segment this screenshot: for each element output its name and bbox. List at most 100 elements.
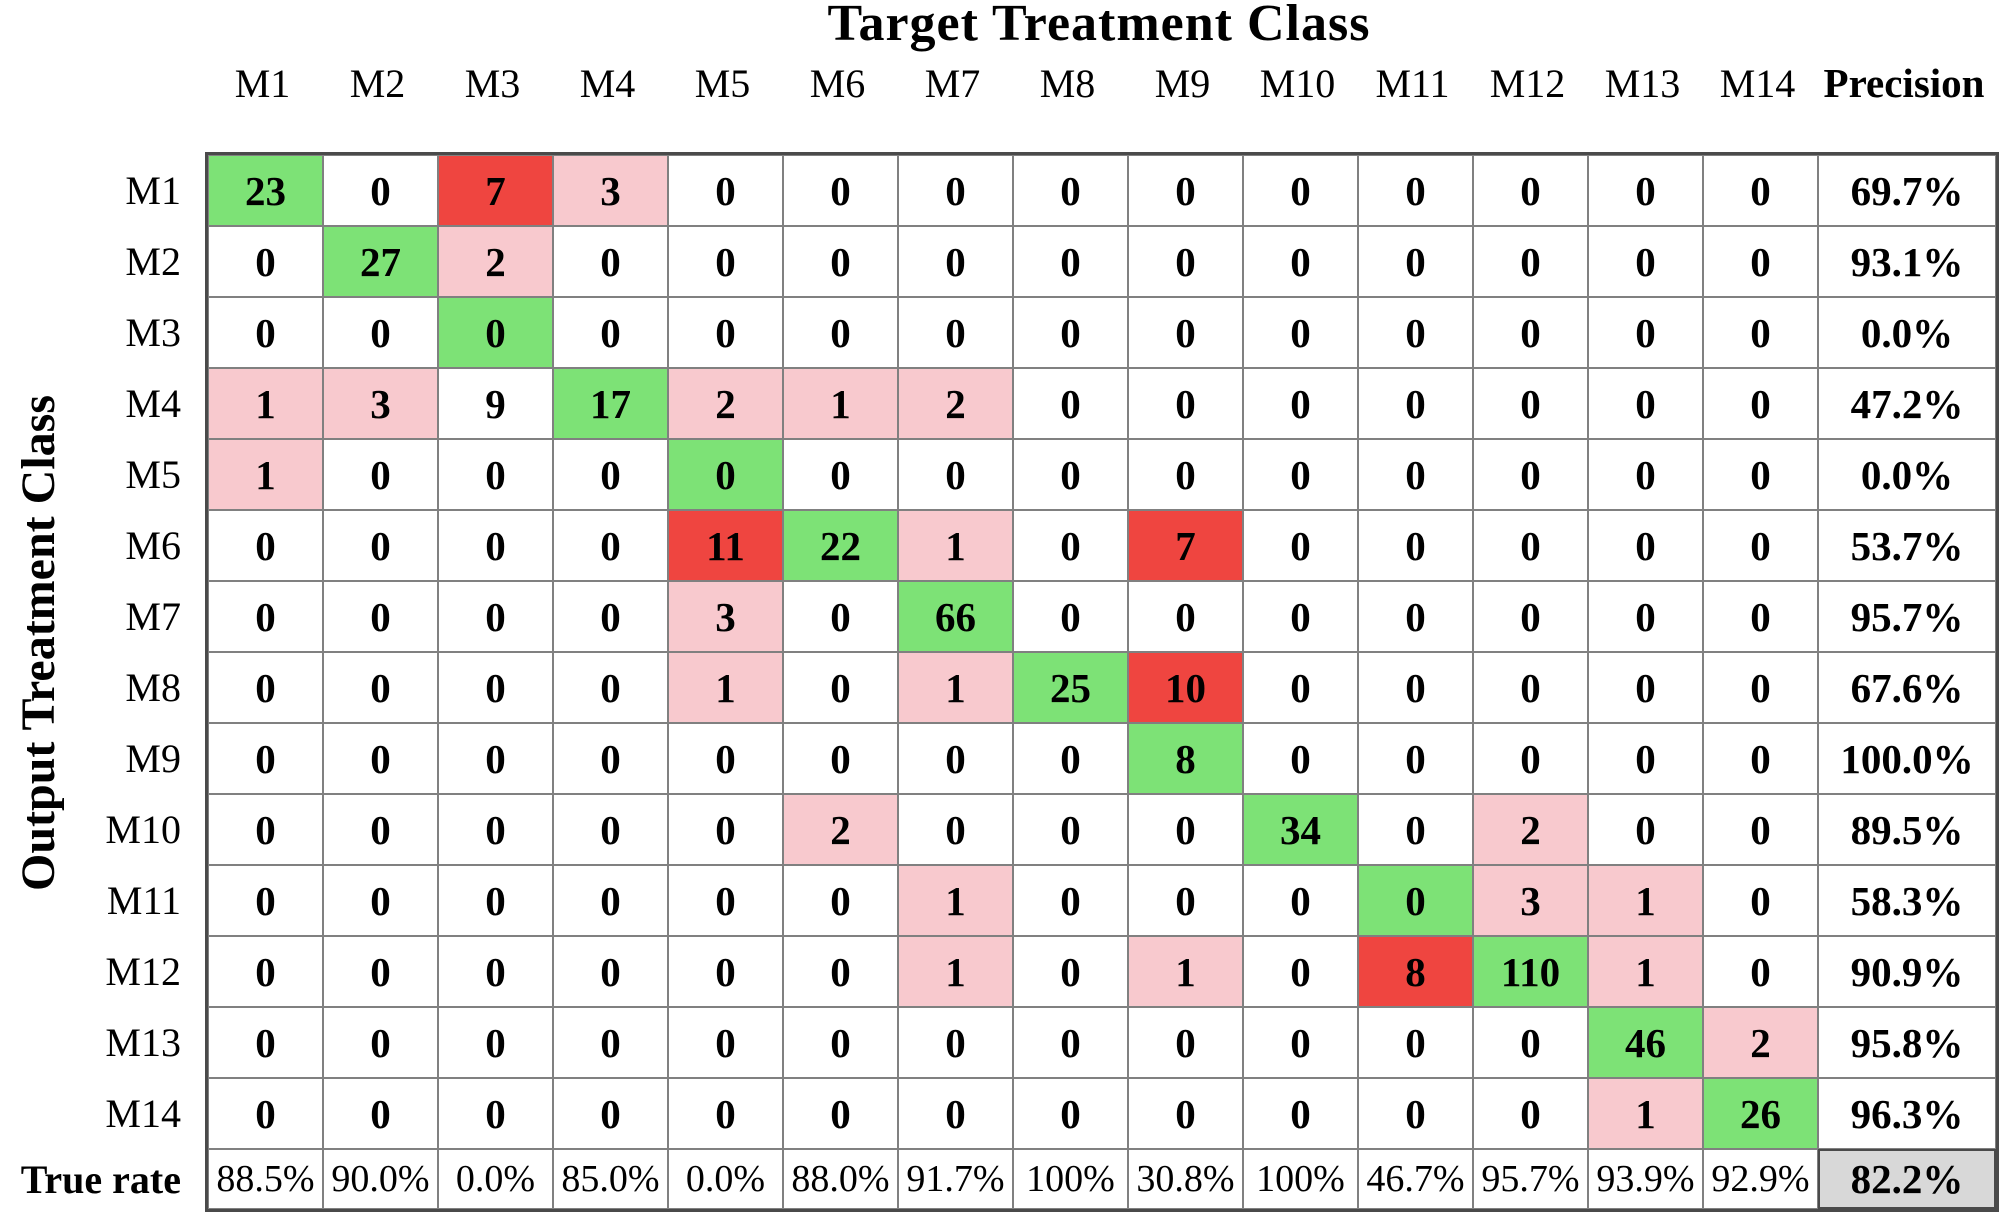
- column-header-M3: M3: [464, 60, 521, 106]
- cell-M2-M8: 0: [1013, 226, 1128, 297]
- cell-M6-M3: 0: [438, 510, 553, 581]
- cell-M5-M5: 0: [668, 439, 783, 510]
- cell-M13-M12: 0: [1473, 1007, 1588, 1078]
- precision-cell-M9: 100.0%: [1818, 723, 1996, 794]
- cell-M12-M2: 0: [323, 936, 438, 1007]
- cell-M4-M7: 2: [898, 368, 1013, 439]
- cell-M9-M14: 0: [1703, 723, 1818, 794]
- cell-M3-M3: 0: [438, 297, 553, 368]
- precision-cell-M14: 96.3%: [1818, 1078, 1996, 1149]
- cell-M8-M14: 0: [1703, 652, 1818, 723]
- row-header-M12: M12: [105, 949, 181, 994]
- cell-M1-M11: 0: [1358, 155, 1473, 226]
- cell-M14-M12: 0: [1473, 1078, 1588, 1149]
- cell-M4-M11: 0: [1358, 368, 1473, 439]
- cell-M12-M8: 0: [1013, 936, 1128, 1007]
- cell-M3-M10: 0: [1243, 297, 1358, 368]
- cell-M2-M5: 0: [668, 226, 783, 297]
- cell-M7-M6: 0: [783, 581, 898, 652]
- cell-M4-M6: 1: [783, 368, 898, 439]
- cell-M10-M6: 2: [783, 794, 898, 865]
- cell-M6-M5: 11: [668, 510, 783, 581]
- cell-M9-M12: 0: [1473, 723, 1588, 794]
- column-header-M5: M5: [694, 60, 751, 106]
- cell-M11-M10: 0: [1243, 865, 1358, 936]
- cell-M3-M14: 0: [1703, 297, 1818, 368]
- cell-M3-M7: 0: [898, 297, 1013, 368]
- cell-M2-M4: 0: [553, 226, 668, 297]
- x-axis-title: Target Treatment Class: [827, 0, 1371, 52]
- cell-M8-M10: 0: [1243, 652, 1358, 723]
- precision-cell-M7: 95.7%: [1818, 581, 1996, 652]
- cell-M1-M14: 0: [1703, 155, 1818, 226]
- row-header-M3: M3: [125, 310, 181, 355]
- cell-M8-M7: 1: [898, 652, 1013, 723]
- cell-M12-M7: 1: [898, 936, 1013, 1007]
- true-rate-cell-M2: 90.0%: [323, 1149, 438, 1209]
- cell-M5-M2: 0: [323, 439, 438, 510]
- cell-M11-M11: 0: [1358, 865, 1473, 936]
- cell-M2-M9: 0: [1128, 226, 1243, 297]
- cell-M13-M13: 46: [1588, 1007, 1703, 1078]
- cell-M13-M10: 0: [1243, 1007, 1358, 1078]
- cell-M4-M2: 3: [323, 368, 438, 439]
- cell-M3-M1: 0: [208, 297, 323, 368]
- cell-M14-M11: 0: [1358, 1078, 1473, 1149]
- cell-M11-M3: 0: [438, 865, 553, 936]
- cell-M14-M1: 0: [208, 1078, 323, 1149]
- cell-M8-M6: 0: [783, 652, 898, 723]
- cell-M9-M1: 0: [208, 723, 323, 794]
- cell-M1-M9: 0: [1128, 155, 1243, 226]
- cell-M4-M5: 2: [668, 368, 783, 439]
- cell-M1-M8: 0: [1013, 155, 1128, 226]
- cell-M8-M4: 0: [553, 652, 668, 723]
- cell-M5-M6: 0: [783, 439, 898, 510]
- cell-M14-M10: 0: [1243, 1078, 1358, 1149]
- cell-M1-M4: 3: [553, 155, 668, 226]
- precision-column-header: Precision: [1823, 60, 1985, 106]
- cell-M10-M10: 34: [1243, 794, 1358, 865]
- cell-M10-M13: 0: [1588, 794, 1703, 865]
- cell-M4-M1: 1: [208, 368, 323, 439]
- precision-cell-M10: 89.5%: [1818, 794, 1996, 865]
- cell-M5-M1: 1: [208, 439, 323, 510]
- row-header-M11: M11: [106, 878, 181, 923]
- cell-M12-M11: 8: [1358, 936, 1473, 1007]
- row-header-M9: M9: [125, 736, 181, 781]
- precision-cell-M11: 58.3%: [1818, 865, 1996, 936]
- true-rate-cell-M4: 85.0%: [553, 1149, 668, 1209]
- cell-M3-M4: 0: [553, 297, 668, 368]
- cell-M3-M6: 0: [783, 297, 898, 368]
- cell-M2-M13: 0: [1588, 226, 1703, 297]
- cell-M1-M13: 0: [1588, 155, 1703, 226]
- overall-accuracy-cell: 82.2%: [1818, 1149, 1996, 1209]
- cell-M13-M8: 0: [1013, 1007, 1128, 1078]
- cell-M14-M14: 26: [1703, 1078, 1818, 1149]
- row-header-M4: M4: [125, 381, 181, 426]
- cell-M9-M2: 0: [323, 723, 438, 794]
- true-rate-cell-M12: 95.7%: [1473, 1149, 1588, 1209]
- cell-M7-M3: 0: [438, 581, 553, 652]
- column-header-M10: M10: [1259, 60, 1336, 106]
- cell-M3-M2: 0: [323, 297, 438, 368]
- true-rate-cell-M6: 88.0%: [783, 1149, 898, 1209]
- row-header-M5: M5: [125, 452, 181, 497]
- column-header-M7: M7: [924, 60, 981, 106]
- cell-M5-M4: 0: [553, 439, 668, 510]
- cell-M7-M9: 0: [1128, 581, 1243, 652]
- cell-M10-M14: 0: [1703, 794, 1818, 865]
- row-header-M14: M14: [105, 1091, 181, 1136]
- cell-M9-M4: 0: [553, 723, 668, 794]
- cell-M14-M7: 0: [898, 1078, 1013, 1149]
- cell-M5-M11: 0: [1358, 439, 1473, 510]
- cell-M10-M2: 0: [323, 794, 438, 865]
- precision-cell-M1: 69.7%: [1818, 155, 1996, 226]
- cell-M13-M5: 0: [668, 1007, 783, 1078]
- cell-M13-M11: 0: [1358, 1007, 1473, 1078]
- cell-M9-M11: 0: [1358, 723, 1473, 794]
- cell-M13-M3: 0: [438, 1007, 553, 1078]
- cell-M11-M9: 0: [1128, 865, 1243, 936]
- cell-M7-M13: 0: [1588, 581, 1703, 652]
- cell-M9-M13: 0: [1588, 723, 1703, 794]
